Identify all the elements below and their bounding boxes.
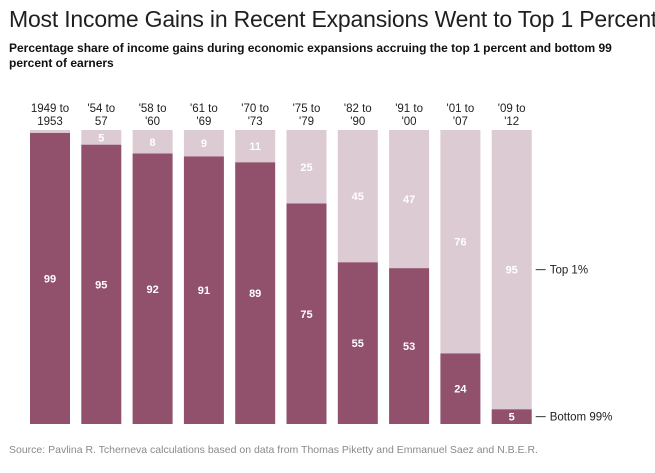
category-tick-label: '01 to — [447, 103, 475, 115]
bar-segment-bottom-99 — [81, 144, 122, 424]
bar-segment-top-1 — [389, 130, 430, 269]
category-tick-label: 1949 to — [31, 103, 69, 115]
bar-value-label-bottom-99: 53 — [403, 341, 415, 353]
bar-value-label-top-1: 95 — [506, 265, 518, 277]
category-tick-label: '54 to — [87, 103, 115, 115]
bar-value-label-top-1: 25 — [300, 162, 312, 174]
bar-segment-top-1 — [440, 130, 481, 354]
chart-title: Most Income Gains in Recent Expansions W… — [9, 6, 655, 32]
bar-value-label-top-1: 5 — [98, 132, 104, 144]
bar-value-label-bottom-99: 75 — [300, 309, 312, 321]
series-label-bottom-99: Bottom 99% — [550, 412, 613, 424]
bar-value-label-top-1: 9 — [201, 138, 207, 150]
category-tick-label: '60 — [145, 116, 160, 128]
bar-value-label-top-1: 45 — [352, 191, 364, 203]
series-label-top-1: Top 1% — [550, 265, 588, 277]
category-tick-label: '09 to — [498, 103, 526, 115]
bar-segment-top-1 — [30, 130, 70, 133]
bar-value-label-bottom-99: 92 — [146, 284, 158, 296]
bar-value-label-bottom-99: 99 — [44, 273, 56, 285]
bar-segment-top-1 — [286, 130, 327, 204]
bar-value-label-bottom-99: 89 — [249, 288, 261, 300]
category-tick-label: '70 to — [241, 103, 269, 115]
bar-segment-top-1 — [235, 130, 276, 163]
bar-value-label-bottom-99: 95 — [95, 279, 107, 291]
bar-segment-bottom-99 — [337, 262, 378, 424]
bar-segment-top-1 — [81, 130, 122, 145]
bar-segment-bottom-99 — [30, 132, 70, 424]
category-tick-label: '07 — [453, 116, 468, 128]
bar-segment-top-1 — [132, 130, 173, 154]
category-tick-label: '90 — [350, 116, 365, 128]
category-tick-label: '79 — [299, 116, 314, 128]
bar-segment-bottom-99 — [389, 268, 430, 424]
bar-segment-top-1 — [337, 130, 378, 263]
bar-segment-bottom-99 — [132, 153, 173, 424]
category-tick-label: '58 to — [139, 103, 167, 115]
bar-value-label-bottom-99: 91 — [198, 285, 210, 297]
category-tick-label: 1953 — [37, 116, 63, 128]
bar-value-label-bottom-99: 5 — [509, 412, 515, 424]
bar-value-label-top-1: 47 — [403, 194, 415, 206]
bar-value-label-top-1: 76 — [454, 237, 466, 249]
category-tick-label: 57 — [95, 116, 108, 128]
chart-subtitle: Percentage share of income gains during … — [9, 41, 612, 70]
bar-segment-bottom-99 — [235, 162, 276, 424]
bar-segment-bottom-99 — [286, 203, 327, 424]
bar-segment-top-1 — [183, 130, 224, 157]
category-tick-label: '91 to — [395, 103, 423, 115]
bar-segment-bottom-99 — [491, 409, 532, 424]
bar-segment-bottom-99 — [183, 156, 224, 424]
category-tick-label: '12 — [504, 116, 519, 128]
bar-segment-top-1 — [491, 130, 532, 410]
bar-segment-bottom-99 — [440, 353, 481, 424]
category-tick-label: '73 — [248, 116, 263, 128]
category-tick-label: '00 — [402, 116, 417, 128]
category-tick-label: '75 to — [293, 103, 321, 115]
category-tick-label: '82 to — [344, 103, 372, 115]
source-note: Source: Pavlina R. Tcherneva calculation… — [9, 444, 538, 456]
bar-value-label-bottom-99: 55 — [352, 338, 364, 350]
bar-value-label-top-1: 8 — [150, 137, 156, 149]
category-tick-label: '69 — [196, 116, 211, 128]
bar-value-label-bottom-99: 24 — [454, 384, 467, 396]
bar-value-label-top-1: 11 — [249, 141, 261, 153]
category-tick-label: '61 to — [190, 103, 218, 115]
